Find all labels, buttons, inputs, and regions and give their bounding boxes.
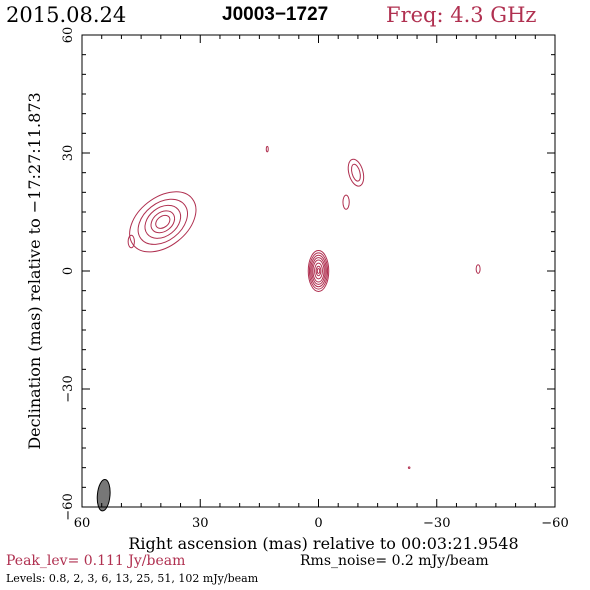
component-jet-blob-ne [129, 191, 197, 253]
contour-ring [314, 262, 323, 280]
contour-ring [351, 163, 361, 182]
contour-ring [155, 214, 171, 229]
contour-ring [308, 252, 329, 290]
contour-ring [307, 250, 330, 292]
y-tick-label: −60 [61, 493, 76, 520]
contour-ring [347, 158, 365, 187]
contour-ring [312, 259, 325, 283]
contour-ring [137, 198, 188, 245]
rms-noise: Rms_noise= 0.2 mJy/beam [300, 553, 489, 569]
contour-ring [407, 466, 411, 469]
x-tick-label: −30 [423, 516, 450, 531]
contour-ring [475, 264, 481, 274]
contour-ring [310, 254, 327, 288]
component-jet-knot-w2 [342, 194, 350, 210]
contour-ring [265, 145, 269, 153]
plot-frame [81, 34, 556, 508]
contour-ring [150, 210, 176, 234]
observation-date: 2015.08.24 [6, 3, 127, 27]
contour-ring [129, 191, 197, 253]
y-tick-label: −30 [61, 375, 76, 402]
y-tick-label: 30 [61, 145, 76, 162]
component-core [307, 250, 330, 292]
component-spot-east [475, 264, 481, 274]
contour-levels: Levels: 0.8, 2, 3, 6, 13, 25, 51, 102 mJ… [6, 572, 259, 585]
component-spot-south [407, 466, 411, 469]
y-axis-title: Declination (mas) relative to −17:27:11.… [25, 92, 44, 449]
x-axis-title: Right ascension (mas) relative to 00:03:… [128, 534, 518, 553]
contour-ring [315, 265, 322, 277]
component-jet-knot-w1 [347, 158, 365, 187]
y-tick-label: 60 [61, 27, 76, 44]
peak-level: Peak_lev= 0.111 Jy/beam [6, 553, 186, 569]
x-tick-label: 30 [192, 516, 209, 531]
y-tick-label: 0 [61, 267, 76, 275]
x-tick-label: 60 [74, 516, 91, 531]
x-tick-label: 0 [314, 516, 322, 531]
contour-ring [311, 257, 326, 285]
contour-layer [96, 145, 481, 512]
component-spot-n [265, 145, 269, 153]
source-name: J0003−1727 [222, 4, 329, 25]
frequency-label: Freq: 4.3 GHz [386, 3, 537, 27]
contour-ring [127, 234, 135, 249]
beam-ellipse [96, 479, 111, 512]
x-tick-label: −60 [541, 516, 568, 531]
contour-ring [316, 268, 321, 274]
contour-ring [144, 204, 182, 239]
contour-ring [342, 194, 350, 210]
component-jet-knot-e [127, 234, 135, 249]
